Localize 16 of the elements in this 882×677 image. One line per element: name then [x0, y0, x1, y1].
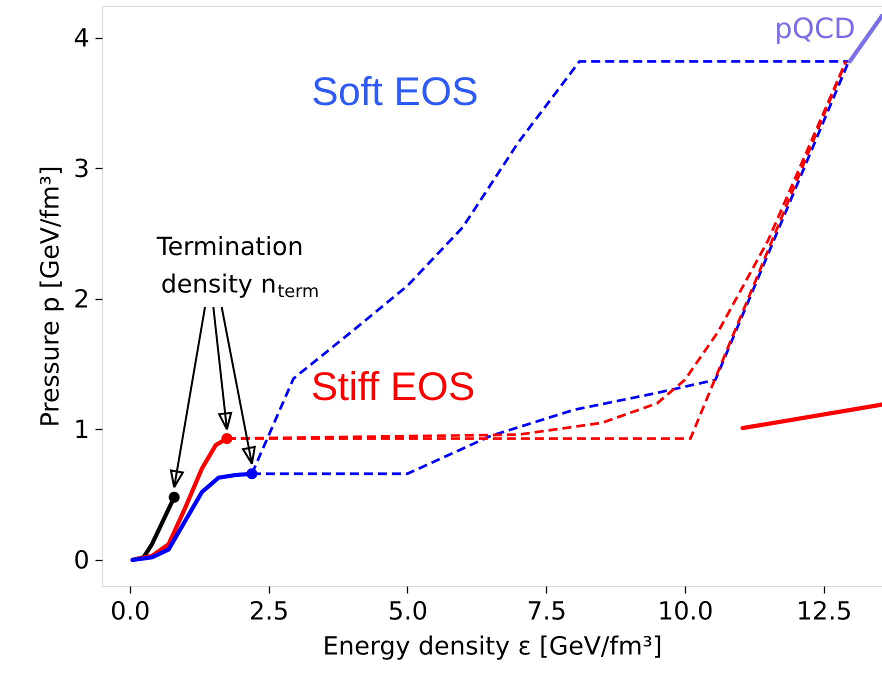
x-tick-label: 7.5 — [526, 596, 567, 626]
x-tick-label: 2.5 — [249, 596, 289, 626]
x-axis-title: Energy density ε [GeV/fm³] — [322, 632, 662, 660]
annotation: Stiff EOS — [311, 365, 475, 409]
annotation: Soft EOS — [312, 70, 478, 114]
y-tick-label: 4 — [74, 23, 90, 52]
y-tick-label: 0 — [74, 545, 90, 574]
y-tick-label: 3 — [74, 154, 90, 183]
x-tick-label: 5.0 — [388, 596, 428, 626]
y-tick-label: 2 — [74, 284, 90, 314]
x-tick-label: 0.0 — [110, 596, 150, 626]
y-tick-label: 1 — [74, 414, 90, 444]
x-tick-label: 12.5 — [796, 596, 852, 626]
y-axis-title: Pressure p [GeV/fm³] — [36, 166, 65, 428]
x-tick-label: 10.0 — [658, 596, 714, 626]
annotation: pQCD — [774, 12, 856, 45]
